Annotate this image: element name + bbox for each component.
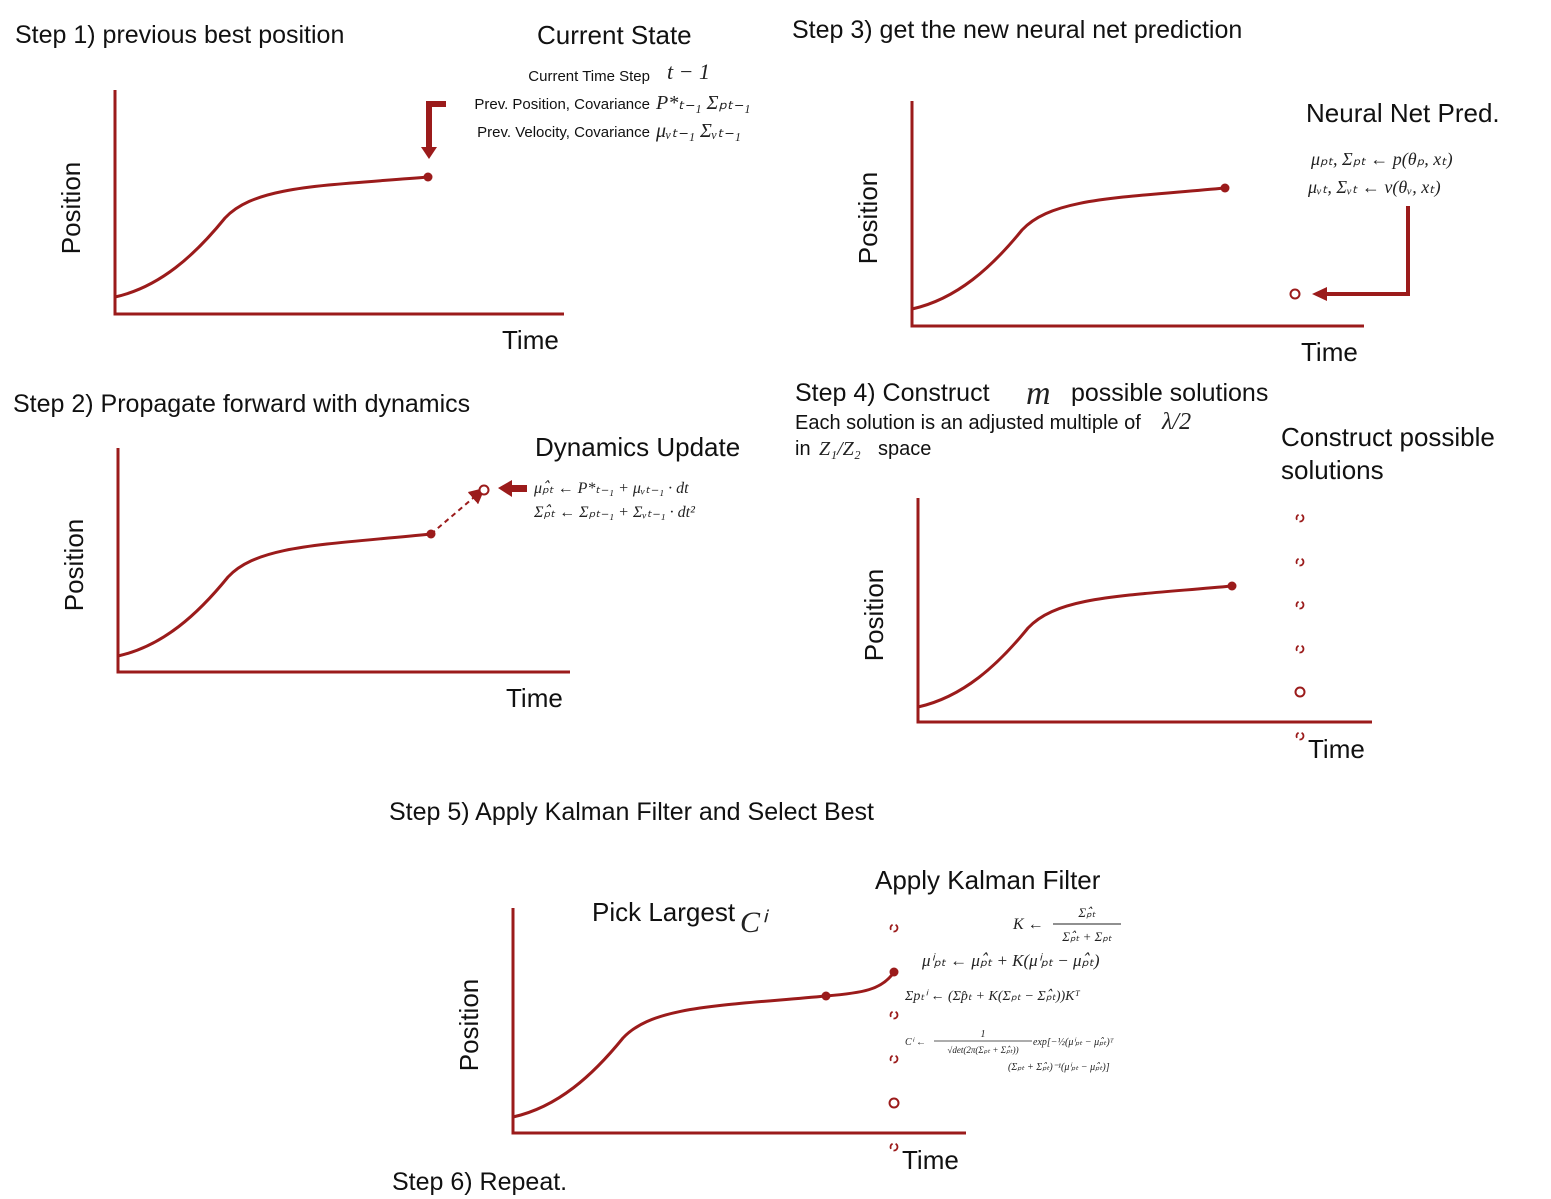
panel-3: Time Position Neural Net Pred. μₚₜ, Σₚₜ … <box>853 98 1500 367</box>
y-axis-label: Position <box>454 979 484 1072</box>
candidate-solution <box>1295 600 1305 610</box>
position-curve <box>917 584 1233 709</box>
step-4-heading: Step 4) Construct <box>795 379 990 407</box>
row-label-prev-velocity: Prev. Velocity, Covariance <box>477 124 650 141</box>
step-1-heading: Step 1) previous best position <box>15 21 344 49</box>
step-6-heading: Step 6) Repeat. <box>392 1168 567 1196</box>
current-point <box>1227 581 1237 591</box>
step-4-heading-tail: possible solutions <box>1071 379 1268 407</box>
down-arrow-icon <box>426 101 446 148</box>
likelihood-exponent-line-2: (Σₚₜ + Σₚ̂ₜ)⁻¹(μⁱₚₜ − μₚ̂ₜ)] <box>1008 1062 1110 1073</box>
kalman-gain-numerator: Σₚ̂ₜ <box>1077 905 1096 920</box>
left-arrow-head-icon <box>1312 287 1327 301</box>
axes <box>511 908 966 1135</box>
position-curve <box>512 971 896 1119</box>
step-4-m-symbol: m <box>1026 375 1051 412</box>
axes <box>910 101 1364 328</box>
row-label-prev-position: Prev. Position, Covariance <box>474 96 650 113</box>
kalman-mean-update: μⁱₚₜ ← μₚ̂ₜ + K(μⁱₚₜ − μₚ̂ₜ) <box>921 951 1100 970</box>
current-point <box>423 172 433 182</box>
panel-4-title-line-1: Construct possible <box>1281 422 1495 452</box>
panel-5: Time Position Pick Largest Cⁱ Apply Kalm… <box>454 865 1121 1175</box>
nn-eq-position: μₚₜ, Σₚₜ ← p(θₚ, xₜ) <box>1310 149 1453 170</box>
panel-2-title: Dynamics Update <box>535 432 740 462</box>
y-axis-label: Position <box>859 569 889 662</box>
step-2-heading: Step 2) Propagate forward with dynamics <box>13 390 470 418</box>
step-3-heading: Step 3) get the new neural net predictio… <box>792 16 1242 44</box>
dynamics-eq-cov: Σₚ̂ₜ ← Σₚₜ₋₁ + Σᵥₜ₋₁ · dt² <box>533 504 696 521</box>
dashed-propagation-arrow <box>430 487 486 535</box>
y-axis-label: Position <box>56 162 86 255</box>
candidate-solution <box>1294 686 1306 698</box>
panel-2: Time Position Dynamics Update μₚ̂ₜ ← P*ₜ… <box>59 432 740 713</box>
position-curve <box>114 175 429 299</box>
panel-5-title: Apply Kalman Filter <box>875 865 1101 895</box>
candidate-solution <box>888 1097 900 1109</box>
step-4-subtext-2a: in <box>795 438 811 460</box>
panel-1-title: Current State <box>537 20 692 50</box>
step-5-heading: Step 5) Apply Kalman Filter and Select B… <box>389 798 874 826</box>
panel-4: Time Position Construct possible solutio… <box>859 422 1495 764</box>
kalman-cov-update: Σpₜⁱ ← (Σp̂ₜ + K(Σₚₜ − Σₚ̂ₜ))Kᵀ <box>904 988 1081 1004</box>
row-math-time-step: t − 1 <box>667 59 710 84</box>
x-axis-label: Time <box>1308 734 1365 764</box>
pick-largest-label: Pick Largest <box>592 897 736 927</box>
current-point <box>1220 183 1230 193</box>
row-math-prev-velocity: μᵥₜ₋₁ Σᵥₜ₋₁ <box>655 120 741 142</box>
pick-largest-math: Cⁱ <box>740 906 770 939</box>
likelihood-denominator: √det(2π(Σₚₜ + Σₚ̂ₜ)) <box>947 1045 1018 1055</box>
step-4-lambda: λ/2 <box>1161 409 1191 435</box>
likelihood-numerator: 1 <box>981 1029 986 1040</box>
step-4-subtext-2b: space <box>878 438 931 460</box>
likelihood-lhs: Cⁱ ← <box>905 1037 926 1048</box>
y-axis-label: Position <box>59 519 89 612</box>
candidate-solution <box>1295 644 1305 654</box>
axes <box>113 90 564 316</box>
x-axis-label: Time <box>902 1145 959 1175</box>
candidate-solution <box>889 923 899 933</box>
previous-point <box>821 991 831 1001</box>
axes <box>116 448 570 674</box>
candidate-solution <box>1295 731 1305 741</box>
axes <box>916 498 1372 724</box>
panel-3-title: Neural Net Pred. <box>1306 98 1500 128</box>
nn-eq-velocity: μᵥₜ, Σᵥₜ ← v(θᵥ, xₜ) <box>1307 177 1441 198</box>
row-label-time-step: Current Time Step <box>528 68 650 85</box>
candidate-solution <box>889 1142 899 1152</box>
position-curve <box>117 532 432 658</box>
candidate-solution <box>1295 513 1305 523</box>
likelihood-exponent: exp[−½(μⁱₚₜ − μₚ̂ₜ)ᵀ <box>1033 1037 1115 1048</box>
predicted-point <box>478 484 490 496</box>
left-arrow-icon <box>498 480 527 497</box>
step-4-space: Z₁/Z₂ <box>819 438 861 460</box>
step-4-subtext-1: Each solution is an adjusted multiple of <box>795 412 1141 434</box>
position-curve <box>911 186 1226 311</box>
down-arrow-head-icon <box>421 147 437 159</box>
nn-prediction-point <box>1289 288 1301 300</box>
panel-4-title-line-2: solutions <box>1281 455 1384 485</box>
candidate-solution <box>889 1054 899 1064</box>
panel-1: Time Position Current State Current Time… <box>56 20 750 355</box>
x-axis-label: Time <box>506 683 563 713</box>
kalman-gain-lhs: K ← <box>1012 916 1044 933</box>
dynamics-eq-mean: μₚ̂ₜ ← P*ₜ₋₁ + μᵥₜ₋₁ · dt <box>533 480 689 497</box>
elbow-arrow <box>1326 206 1410 296</box>
x-axis-label: Time <box>1301 337 1358 367</box>
y-axis-label: Position <box>853 172 883 265</box>
kalman-gain-denominator: Σₚ̂ₜ + Σₚₜ <box>1061 929 1113 944</box>
selected-best-point <box>889 967 899 977</box>
candidate-solution <box>1295 557 1305 567</box>
row-math-prev-position: P*ₜ₋₁ Σₚₜ₋₁ <box>655 92 750 114</box>
candidate-solution <box>889 1010 899 1020</box>
x-axis-label: Time <box>502 325 559 355</box>
